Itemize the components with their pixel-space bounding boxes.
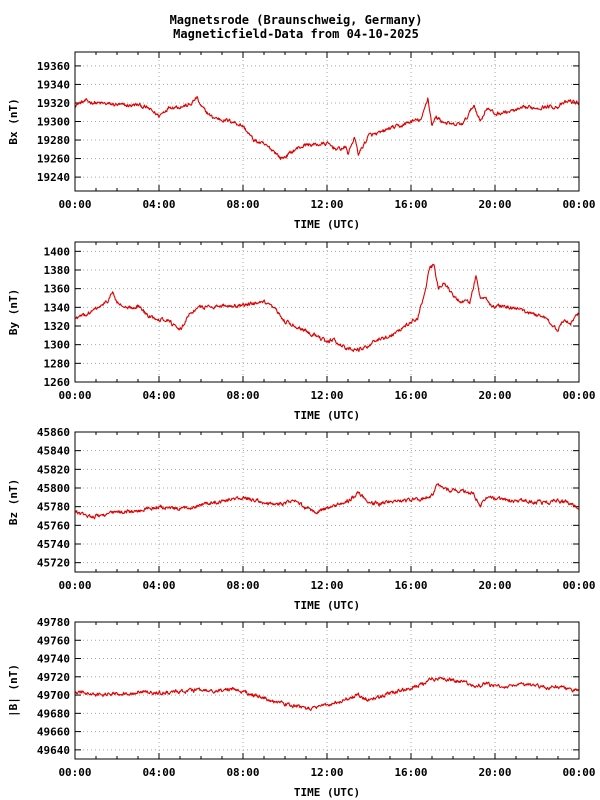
bz-y-tick-label: 45800 [37,482,70,495]
by-y-axis-label: By (nT) [7,289,20,335]
by-plot-frame [74,241,580,383]
bz-x-tick-label: 16:00 [394,579,427,592]
b-x-tick-label: 00:00 [562,766,595,779]
bx-y-tick-label: 19320 [37,97,70,110]
by-series-line [74,263,580,352]
bx-x-tick-label: 08:00 [226,198,259,211]
b-y-tick-label: 49780 [37,616,70,629]
b-y-tick-label: 49680 [37,707,70,720]
bx-series-line [74,95,580,160]
by-y-tick-label: 1340 [44,301,71,314]
b-x-tick-label: 00:00 [58,766,91,779]
b-y-tick-label: 49700 [37,689,70,702]
bz-plot-frame [74,431,580,573]
panel-bx: 19240 19260 19280 19300 19320 19340 19360 00:0… [7,51,596,231]
b-x-tick-label: 12:00 [310,766,343,779]
b-plot-frame [74,621,580,760]
by-y-tick-label: 1300 [44,339,71,352]
bz-x-tick-label: 04:00 [142,579,175,592]
b-series-line [74,676,580,712]
bx-y-tick-label: 19300 [37,116,70,129]
bz-y-ticks: 45720 45740 45760 45780 45800 45820 45840 45860 [37,426,579,570]
by-y-tick-label: 1280 [44,357,71,370]
bx-y-tick-label: 19340 [37,78,70,91]
b-y-tick-label: 49660 [37,726,70,739]
bz-y-tick-label: 45780 [37,501,70,514]
by-x-tick-label: 16:00 [394,389,427,402]
chart-title-line1: Magnetsrode (Braunschweig, Germany) [170,13,423,27]
bz-y-tick-label: 45760 [37,519,70,532]
bx-y-axis-label: Bx (nT) [7,98,20,144]
bx-x-tick-label: 00:00 [58,198,91,211]
b-x-tick-label: 04:00 [142,766,175,779]
b-x-tick-label: 20:00 [478,766,511,779]
by-x-tick-label: 04:00 [142,389,175,402]
by-y-tick-label: 1260 [44,376,71,389]
bz-x-tick-label: 00:00 [562,579,595,592]
b-y-tick-label: 49720 [37,671,70,684]
bx-x-tick-label: 16:00 [394,198,427,211]
b-x-tick-label: 08:00 [226,766,259,779]
bx-y-tick-label: 19240 [37,171,70,184]
b-y-tick-label: 49760 [37,634,70,647]
bz-grid [75,432,579,572]
b-x-tick-label: 16:00 [394,766,427,779]
bx-y-tick-label: 19360 [37,60,70,73]
bz-x-tick-label: 20:00 [478,579,511,592]
bz-x-ticks: 00:00 04:00 08:00 12:00 16:00 20:00 00:00 [58,432,596,592]
b-y-ticks: 49640 49660 49680 49700 49720 49740 49760 49780 [37,616,579,757]
bz-series-line [74,483,580,520]
bx-y-tick-label: 19280 [37,134,70,147]
bx-x-tick-label: 00:00 [562,198,595,211]
by-x-tick-label: 00:00 [58,389,91,402]
bx-plot-frame [74,51,580,192]
panel-bz: 45720 45740 45760 45780 45800 45820 45840 45860… [7,426,596,612]
bz-x-axis-label: TIME (UTC) [294,599,360,612]
bx-y-tick-label: 19260 [37,153,70,166]
panel-b: 49640 49660 49680 49700 49720 49740 49760 49780… [7,616,596,799]
bz-y-axis-label: Bz (nT) [7,479,20,525]
chart-title-line2: Magneticfield-Data from 04-10-2025 [173,27,419,41]
bx-x-ticks: 00:00 04:00 08:00 12:00 16:00 20:00 00:00 [58,52,596,211]
bz-x-tick-label: 00:00 [58,579,91,592]
bx-x-axis-label: TIME (UTC) [294,218,360,231]
bz-y-tick-label: 45820 [37,463,70,476]
bz-x-tick-label: 12:00 [310,579,343,592]
b-y-axis-label: |B| (nT) [7,664,20,717]
by-y-tick-label: 1360 [44,283,71,296]
bz-y-tick-label: 45860 [37,426,70,439]
bx-grid [75,52,579,191]
bz-y-tick-label: 45840 [37,445,70,458]
by-y-tick-label: 1320 [44,320,71,333]
by-grid [75,242,579,382]
by-x-tick-label: 00:00 [562,389,595,402]
bz-y-tick-label: 45720 [37,557,70,570]
bx-x-tick-label: 20:00 [478,198,511,211]
bx-x-tick-label: 04:00 [142,198,175,211]
b-grid [75,622,579,759]
panel-by: 1260 1280 1300 1320 1340 1360 1380 1400 00:00 04… [7,241,596,422]
bz-y-tick-label: 45740 [37,538,70,551]
b-y-tick-label: 49740 [37,653,70,666]
b-x-axis-label: TIME (UTC) [294,786,360,799]
bz-x-tick-label: 08:00 [226,579,259,592]
by-x-tick-label: 12:00 [310,389,343,402]
by-y-ticks: 1260 1280 1300 1320 1340 1360 1380 1400 [44,245,579,389]
by-x-axis-label: TIME (UTC) [294,409,360,422]
by-x-tick-label: 20:00 [478,389,511,402]
b-y-tick-label: 49640 [37,744,70,757]
b-x-ticks: 00:00 04:00 08:00 12:00 16:00 20:00 00:00 [58,622,596,779]
bx-x-tick-label: 12:00 [310,198,343,211]
by-x-tick-label: 08:00 [226,389,259,402]
by-y-tick-label: 1380 [44,264,71,277]
by-y-tick-label: 1400 [44,245,71,258]
